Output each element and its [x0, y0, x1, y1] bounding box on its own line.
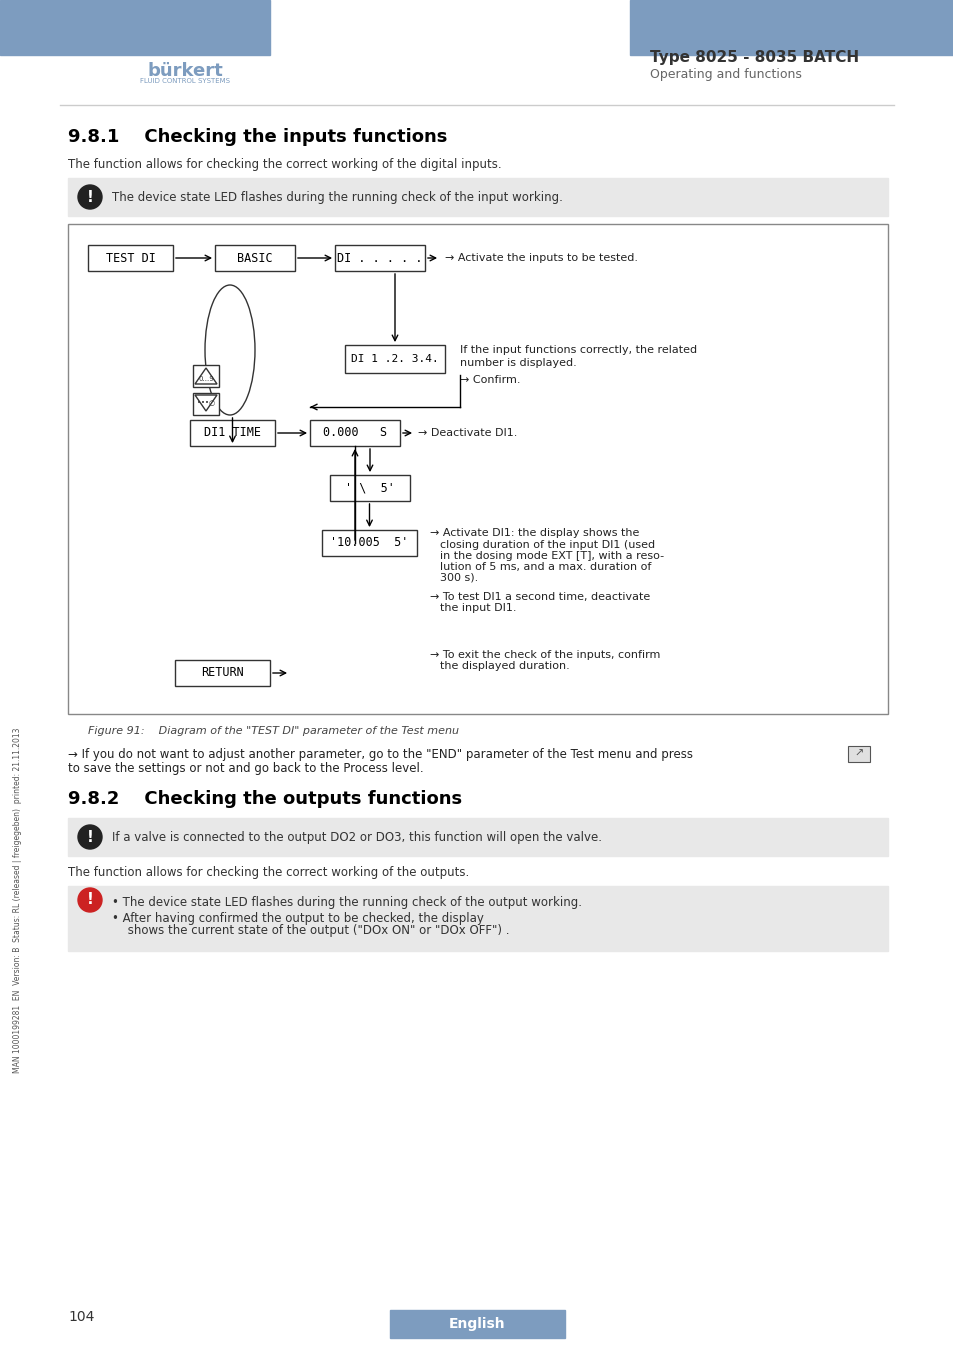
Text: !: ! [87, 189, 93, 204]
Text: the displayed duration.: the displayed duration. [439, 662, 569, 671]
Text: shows the current state of the output ("DOx ON" or "DOx OFF") .: shows the current state of the output ("… [124, 923, 509, 937]
Text: English: English [448, 1318, 505, 1331]
Text: closing duration of the input DI1 (used: closing duration of the input DI1 (used [439, 540, 655, 549]
Text: bürkert: bürkert [147, 62, 223, 80]
Text: 300 s).: 300 s). [439, 572, 477, 583]
Circle shape [78, 888, 102, 913]
Text: 9.8.2    Checking the outputs functions: 9.8.2 Checking the outputs functions [68, 790, 461, 809]
Text: in the dosing mode EXT [T], with a reso-: in the dosing mode EXT [T], with a reso- [439, 551, 663, 562]
Bar [164, 47, 172, 53]
Text: → To exit the check of the inputs, confirm: → To exit the check of the inputs, confi… [430, 649, 659, 660]
Bar [174, 660, 270, 686]
Bar [335, 244, 424, 271]
Bar [193, 393, 219, 414]
Text: MAN 1000199281  EN  Version: B  Status: RL (released | freigegeben)  printed: 21: MAN 1000199281 EN Version: B Status: RL … [13, 728, 23, 1073]
Bar [629, 0, 953, 55]
Text: BASIC: BASIC [237, 251, 273, 265]
Bar [68, 178, 887, 216]
Text: → To test DI1 a second time, deactivate: → To test DI1 a second time, deactivate [430, 593, 650, 602]
Bar [322, 531, 416, 556]
Text: •••○: •••○ [196, 400, 214, 406]
Text: RETURN: RETURN [201, 667, 244, 679]
Text: TEST DI: TEST DI [106, 251, 155, 265]
Text: → Deactivate DI1.: → Deactivate DI1. [417, 428, 517, 437]
Text: ' \  5': ' \ 5' [345, 482, 395, 494]
Text: to save the settings or not and go back to the Process level.: to save the settings or not and go back … [68, 761, 423, 775]
Text: FLUID CONTROL SYSTEMS: FLUID CONTROL SYSTEMS [140, 78, 230, 84]
Bar [154, 47, 163, 53]
Text: The function allows for checking the correct working of the digital inputs.: The function allows for checking the cor… [68, 158, 501, 171]
Text: DI1 TIME: DI1 TIME [204, 427, 261, 440]
Circle shape [78, 185, 102, 209]
Text: number is displayed.: number is displayed. [459, 358, 577, 369]
Bar [390, 1310, 564, 1338]
Bar [68, 818, 887, 856]
Text: 0...9: 0...9 [198, 377, 213, 382]
Bar [182, 47, 202, 53]
Text: !: ! [87, 829, 93, 845]
Text: The device state LED flashes during the running check of the input working.: The device state LED flashes during the … [112, 190, 562, 204]
Text: → Confirm.: → Confirm. [459, 375, 520, 385]
Bar [847, 747, 869, 761]
Bar [68, 886, 887, 950]
Bar [310, 420, 399, 446]
Text: the input DI1.: the input DI1. [439, 603, 516, 613]
Bar [214, 244, 294, 271]
Text: lution of 5 ms, and a max. duration of: lution of 5 ms, and a max. duration of [439, 562, 651, 572]
Text: 0.000   S: 0.000 S [323, 427, 387, 440]
Circle shape [78, 825, 102, 849]
Text: !: ! [87, 892, 93, 907]
Text: The function allows for checking the correct working of the outputs.: The function allows for checking the cor… [68, 865, 469, 879]
Text: Figure 91:    Diagram of the "TEST DI" parameter of the Test menu: Figure 91: Diagram of the "TEST DI" para… [88, 726, 458, 736]
Text: 9.8.1    Checking the inputs functions: 9.8.1 Checking the inputs functions [68, 128, 447, 146]
Text: • After having confirmed the output to be checked, the display: • After having confirmed the output to b… [112, 913, 483, 925]
Text: 104: 104 [68, 1310, 94, 1324]
Text: DI 1 .2. 3.4.: DI 1 .2. 3.4. [351, 354, 438, 364]
Text: DI . . . . .: DI . . . . . [337, 251, 422, 265]
Text: ↗: ↗ [854, 749, 862, 759]
Bar [190, 420, 274, 446]
Bar [345, 346, 444, 373]
Text: Operating and functions: Operating and functions [649, 68, 801, 81]
Bar [88, 244, 172, 271]
Text: → Activate DI1: the display shows the: → Activate DI1: the display shows the [430, 528, 639, 539]
Text: • The device state LED flashes during the running check of the output working.: • The device state LED flashes during th… [112, 896, 581, 909]
Bar [68, 224, 887, 714]
Text: If a valve is connected to the output DO2 or DO3, this function will open the va: If a valve is connected to the output DO… [112, 830, 601, 844]
Text: → Activate the inputs to be tested.: → Activate the inputs to be tested. [444, 252, 638, 263]
Bar [0, 0, 270, 55]
Text: Type 8025 - 8035 BATCH: Type 8025 - 8035 BATCH [649, 50, 859, 65]
Bar [330, 475, 410, 501]
Text: If the input functions correctly, the related: If the input functions correctly, the re… [459, 346, 697, 355]
Text: → If you do not want to adjust another parameter, go to the "END" parameter of t: → If you do not want to adjust another p… [68, 748, 692, 761]
Bar [172, 47, 181, 53]
Text: '10.005  5': '10.005 5' [330, 536, 408, 549]
Bar [193, 364, 219, 387]
